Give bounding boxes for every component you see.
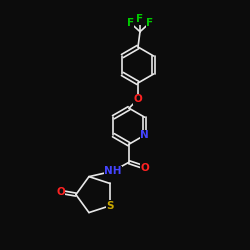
Text: N: N bbox=[140, 130, 149, 140]
Text: F: F bbox=[126, 18, 134, 28]
Text: F: F bbox=[136, 14, 143, 24]
Text: NH: NH bbox=[104, 166, 122, 176]
Text: F: F bbox=[146, 18, 154, 28]
Text: S: S bbox=[106, 201, 114, 211]
Text: O: O bbox=[141, 162, 150, 172]
Text: O: O bbox=[56, 187, 65, 197]
Text: O: O bbox=[134, 94, 142, 104]
